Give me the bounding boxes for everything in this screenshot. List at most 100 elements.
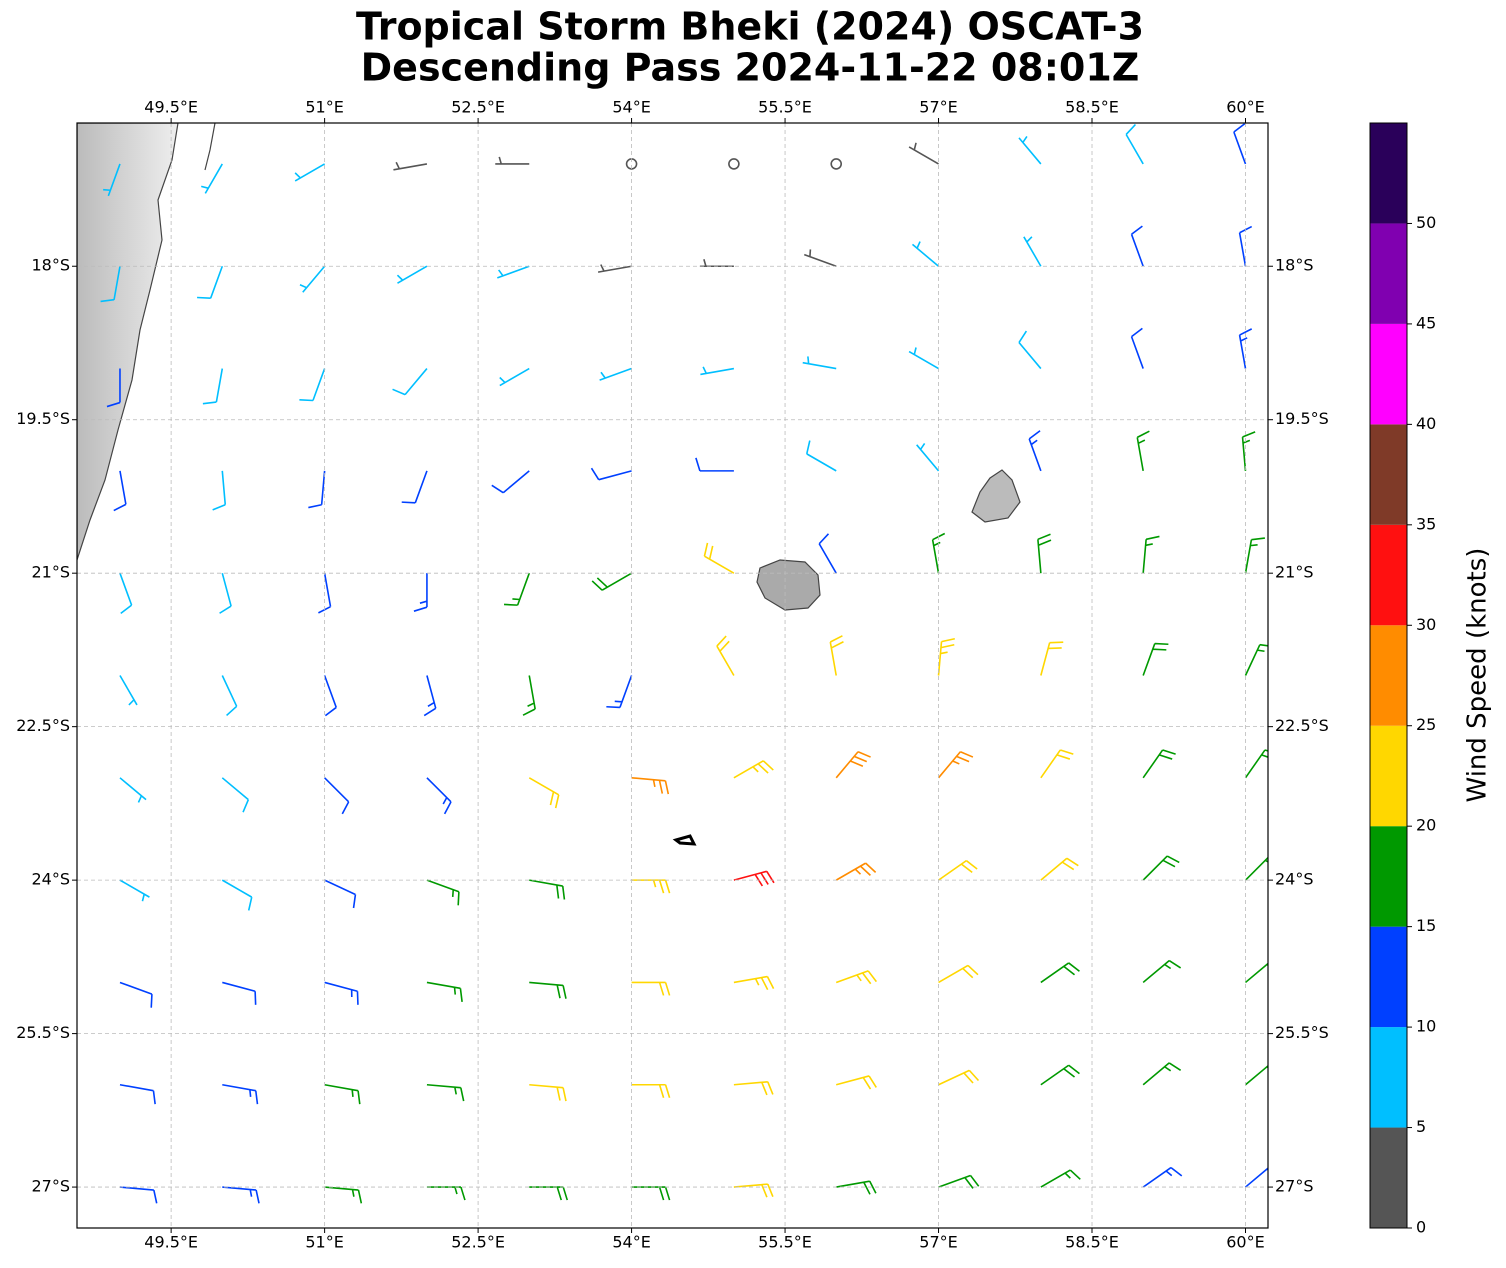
wind-barb: [938, 859, 978, 881]
x-tick-label: 58.5°E: [1065, 98, 1119, 117]
wind-barb: [529, 1083, 567, 1102]
wind-barb: [938, 1174, 980, 1189]
wind-barb: [1040, 1064, 1080, 1086]
x-tick-label: 60°E: [1226, 1233, 1264, 1252]
wind-barb: [1238, 328, 1253, 369]
wind-barb: [392, 368, 428, 396]
colorbar-tick-label: 0: [1416, 1218, 1426, 1237]
colorbar-tick-label: 30: [1416, 615, 1436, 634]
x-tick-label: 54°E: [612, 98, 650, 117]
colorbar-tick-label: 50: [1416, 213, 1436, 232]
y-tick-label: 27°S: [31, 1177, 70, 1196]
wind-barb: [202, 368, 224, 405]
wind-barb: [591, 572, 632, 591]
colorbar-segment: [1370, 1127, 1407, 1228]
wind-barb: [733, 870, 775, 887]
wind-barb: [423, 675, 437, 717]
wind-barb: [119, 981, 153, 1008]
wind-barb: [497, 265, 530, 279]
wind-barb: [491, 470, 530, 494]
wind-barb: [1125, 123, 1144, 165]
x-tick-label: 55.5°E: [758, 1233, 812, 1252]
colorbar-tick-label: 20: [1416, 816, 1436, 835]
wind-barb: [1018, 135, 1042, 165]
wind-barb: [631, 1186, 671, 1201]
wind-barb: [836, 1180, 877, 1195]
y-tick-label: 22.5°S: [16, 716, 70, 735]
map-frame: [76, 122, 1269, 1229]
y-tick-label: 18°S: [31, 256, 70, 275]
wind-barb: [219, 572, 232, 614]
wind-barb: [299, 265, 326, 293]
wind-barb: [908, 142, 939, 165]
x-tick-label: 51°E: [305, 98, 343, 117]
wind-barb: [916, 442, 940, 472]
wind-barb: [695, 457, 734, 472]
wind-barb: [1028, 430, 1042, 472]
x-tick-label: 58.5°E: [1065, 1233, 1119, 1252]
colorbar-tick-label: 45: [1416, 313, 1436, 332]
wind-barb: [733, 1081, 774, 1096]
wind-barb: [599, 367, 632, 381]
wind-barb: [938, 1069, 980, 1086]
wind-barb: [1244, 537, 1265, 574]
wind-barb: [733, 1183, 774, 1198]
wind-barb: [803, 249, 837, 267]
wind-barb: [1040, 962, 1080, 984]
reunion: [756, 559, 821, 611]
colorbar-segment: [1370, 323, 1407, 425]
y-tick-label: 21°S: [31, 563, 70, 582]
wind-barb: [1244, 749, 1268, 779]
wind-barb: [113, 470, 127, 512]
colorbar-tick-label: 25: [1416, 715, 1436, 734]
wind-barb: [222, 981, 257, 1005]
title: Tropical Storm Bheki (2024) OSCAT-3: [356, 5, 1144, 49]
wind-barb: [221, 879, 253, 911]
x-tick-label: 52.5°E: [451, 1233, 505, 1252]
wind-barb: [396, 265, 428, 284]
barbs: [100, 123, 1268, 1204]
wind-barb: [1037, 533, 1052, 574]
subtitle: Descending Pass 2024-11-22 08:01Z: [361, 46, 1140, 90]
wind-barb: [393, 161, 428, 171]
wind-barb: [911, 241, 940, 267]
wind-barb: [805, 440, 837, 472]
wind-barb: [100, 266, 121, 303]
colorbar-segment: [1370, 725, 1407, 827]
y-tick-label: 21°S: [1275, 563, 1314, 582]
wind-barb: [426, 1186, 466, 1201]
colorbar-segment: [1370, 524, 1407, 626]
wind-barb: [212, 470, 227, 511]
wind-barb: [221, 777, 250, 813]
madagascar: [77, 123, 179, 561]
wind-barb: [1244, 1064, 1268, 1086]
wind-barb: [703, 542, 735, 574]
colorbar-segment: [1370, 625, 1407, 726]
colorbar-segment: [1370, 123, 1407, 224]
wind-barb: [324, 981, 359, 1005]
wind-barb: [426, 777, 452, 815]
wind-barb: [529, 1186, 569, 1201]
wind-barb: [1142, 749, 1176, 779]
wind-barb: [716, 635, 735, 676]
wind-barb: [401, 470, 428, 504]
y-tick-label: 25.5°S: [1275, 1023, 1329, 1042]
x-tick-label: 57°E: [919, 1233, 957, 1252]
y-tick-label: 19.5°S: [16, 409, 70, 428]
wind-barb: [1142, 642, 1169, 676]
wind-barb: [802, 356, 837, 370]
wind-barb: [528, 777, 560, 809]
wind-barb: [324, 1083, 361, 1105]
x-tick-label: 51°E: [305, 1233, 343, 1252]
wind-barb: [1244, 962, 1268, 984]
x-tick-label: 54°E: [612, 1233, 650, 1252]
wind-barb: [1241, 431, 1256, 471]
wind-barb: [631, 879, 671, 894]
wind-barb: [1244, 643, 1268, 676]
wind-barb: [835, 970, 878, 985]
wind-barb: [1142, 535, 1160, 574]
wind-barb: [1142, 1062, 1182, 1086]
colorbar-segment: [1370, 826, 1407, 927]
wind-barb: [1136, 430, 1150, 472]
